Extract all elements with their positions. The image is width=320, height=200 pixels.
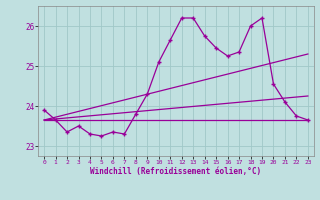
X-axis label: Windchill (Refroidissement éolien,°C): Windchill (Refroidissement éolien,°C) bbox=[91, 167, 261, 176]
